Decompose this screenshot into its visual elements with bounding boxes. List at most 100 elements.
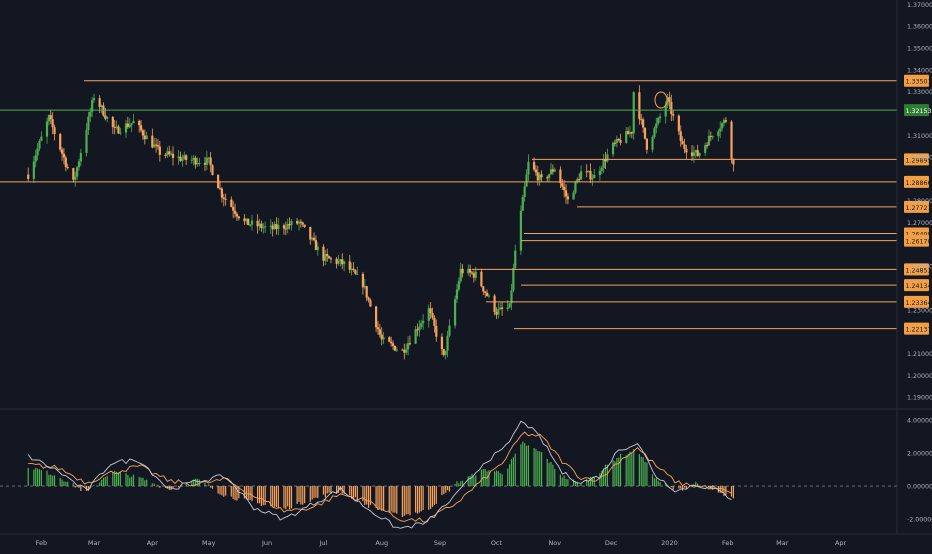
candle-body [127,124,129,128]
candle-body [589,171,591,180]
candle-body [678,116,680,132]
histogram-bar [654,478,655,486]
histogram-bar [407,486,408,514]
price-tick-label: 1.23000 [907,307,932,314]
histogram-bar [659,482,660,486]
level-price-tag[interactable]: 1.22137 [904,323,932,335]
level-price-tag[interactable]: 1.26170 [904,235,932,247]
histogram-bar [48,475,49,486]
candle-body [612,143,614,155]
candle-body [651,137,653,150]
candle-body [591,178,593,179]
candle-body [682,141,684,145]
candle-body [85,130,87,153]
candle-body [170,154,172,155]
histogram-bar [554,469,555,486]
histogram-bar [35,468,36,486]
candle-body [723,120,725,123]
histogram-bar [620,454,621,486]
histogram-bar [520,444,521,486]
candle-body [166,151,168,155]
histogram-bar [67,482,68,486]
histogram-bar [50,475,51,486]
candle-body [659,117,661,118]
price-tick-label: 1.33000 [907,89,932,96]
price-tick-label: 1.37000 [907,2,932,9]
level-price-tag[interactable]: 1.23364 [904,296,932,308]
candle-body [232,207,234,211]
candle-body [313,238,315,240]
histogram-bar [537,451,538,486]
candle-body [351,269,353,270]
time-tick-label: Apr [835,539,847,547]
histogram-bar [652,474,653,486]
candle [59,133,61,152]
histogram-bar [152,483,153,486]
candle-body [680,131,682,141]
candle-body [164,155,166,156]
candle-body [619,140,621,143]
candle-body [580,171,582,179]
histogram-bar [178,486,179,487]
candle-body [341,259,343,264]
candle-body [311,238,313,240]
price-tick-label: 1.35000 [907,46,932,53]
candle-body [480,272,482,287]
candle-body [33,162,35,179]
candle-body [322,247,324,261]
time-tick-label: Oct [491,539,503,547]
histogram-bar [501,474,502,486]
histogram-bar [524,443,525,486]
candle-body [593,175,595,178]
time-tick-label: Jun [261,539,272,547]
histogram-bar [488,470,489,486]
histogram-bar [644,462,645,486]
level-price-tag[interactable]: 1.33501 [904,75,932,87]
level-price-tag-label: 1.33501 [906,79,932,86]
candle-body [586,171,588,172]
histogram-bar [353,486,354,498]
candle-body [315,240,317,250]
candle-body [300,222,302,223]
histogram-bar [731,486,732,497]
candle-body [428,308,430,321]
histogram-bar [473,477,474,486]
candle-body [471,272,473,273]
candle-body [317,247,319,250]
histogram-bar [63,481,64,486]
histogram-bar [541,452,542,486]
level-price-tag[interactable]: 1.24134 [904,279,932,291]
candle-body [275,224,277,229]
histogram-bar [289,486,290,509]
histogram-bar [248,486,249,500]
candle-body [537,172,539,180]
candle-body [443,349,445,355]
candle-body [251,221,253,225]
histogram-bar [77,486,78,487]
histogram-bar [52,476,53,486]
level-price-tag[interactable]: 1.32153 [904,104,932,116]
candle-body [499,308,501,310]
candle-body [685,149,687,152]
histogram-bar [297,486,298,504]
candle-body [153,145,155,148]
candle-body [522,197,524,211]
candle-body [446,336,448,351]
candle-body [38,141,40,149]
candle-body [509,303,511,307]
histogram-bar [515,454,516,486]
histogram-bar [423,486,424,510]
candle-body [46,121,48,136]
candle-body [106,117,108,119]
level-price-tag[interactable]: 1.28866 [904,176,932,188]
histogram-bar [265,486,266,505]
candle-body [431,313,433,318]
histogram-bar [436,486,437,504]
price-tick-label: 1.36000 [907,24,932,31]
candle-body [462,269,464,273]
histogram-bar [528,445,529,486]
candle-body [63,154,65,158]
candle-body [587,171,589,172]
